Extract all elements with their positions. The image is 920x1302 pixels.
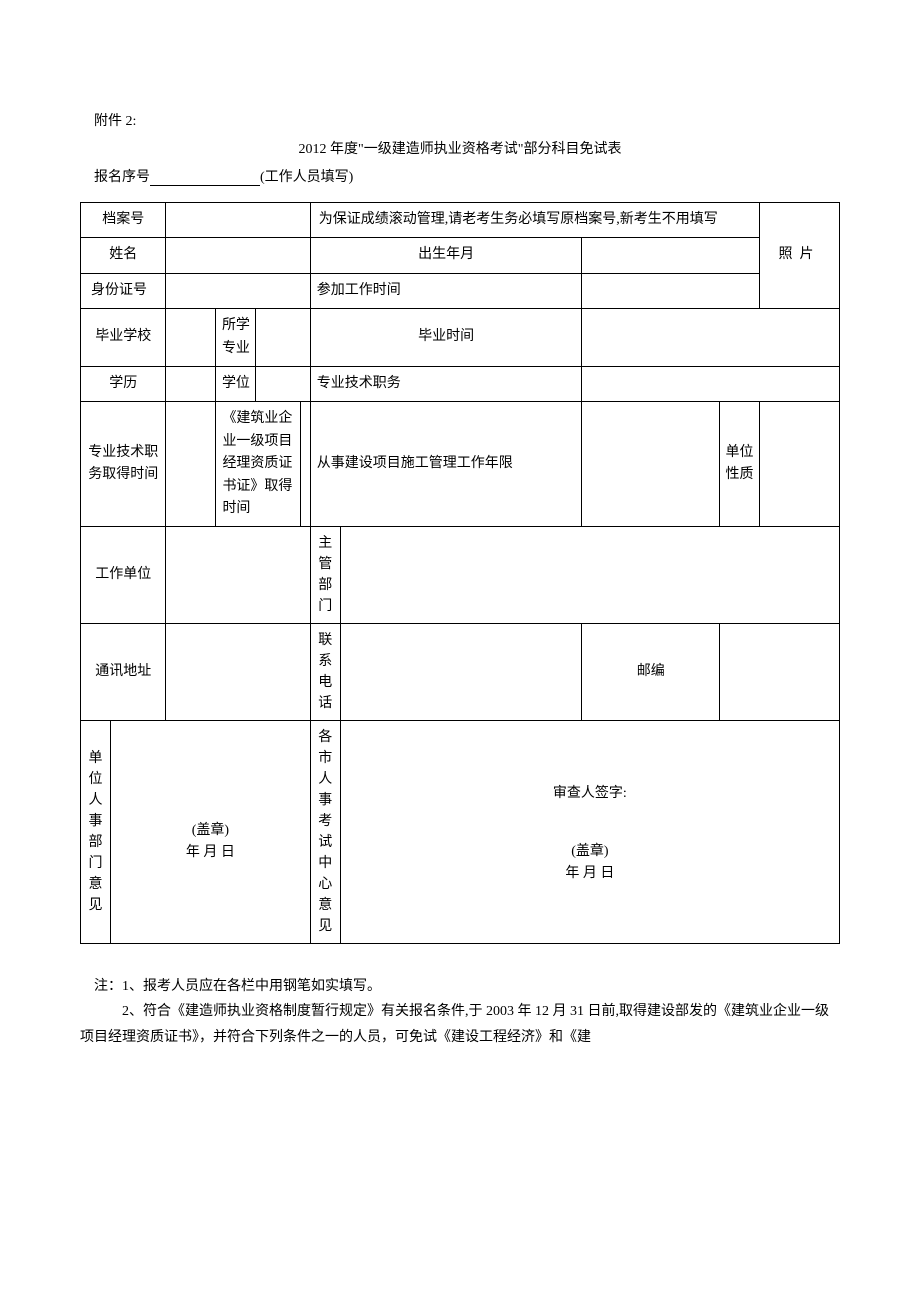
hr-opinion-field: (盖章) 年 月 日 — [111, 721, 311, 944]
cert-time-label: 《建筑业企业一级项目经理资质证书证》取得时间 — [216, 402, 300, 527]
exemption-form-table: 档案号 为保证成绩滚动管理,请老考生务必填写原档案号,新考生不用填写 照片 姓名… — [80, 202, 840, 944]
table-row: 学历 学位 专业技术职务 — [81, 366, 840, 401]
unit-nature-field — [760, 402, 840, 527]
major-field — [256, 309, 310, 367]
reg-number-blank — [150, 185, 260, 186]
postcode-field — [720, 624, 840, 721]
date-text-2: 年 月 日 — [345, 863, 835, 885]
table-row: 工作单位 主管部门 — [81, 527, 840, 624]
table-row: 姓名 出生年月 — [81, 238, 840, 273]
notes-prefix: 注： — [94, 979, 122, 994]
notes-item-1: 1、报考人员应在各栏中用钢笔如实填写。 — [122, 979, 381, 994]
attachment-label: 附件 2: — [80, 110, 840, 130]
phone-label: 联系电话 — [310, 624, 340, 721]
supervisor-label: 主管部门 — [310, 527, 340, 624]
grad-time-field — [582, 309, 840, 367]
table-row: 单位人事部门意见 (盖章) 年 月 日 各市人事考试中心意见 审查人签字: (盖… — [81, 721, 840, 944]
prof-title-field — [582, 366, 840, 401]
id-label: 身份证号 — [81, 273, 166, 308]
reg-number-line: 报名序号 (工作人员填写) — [80, 166, 840, 186]
exam-center-field: 审查人签字: (盖章) 年 月 日 — [340, 721, 839, 944]
supervisor-field — [340, 527, 839, 624]
id-field — [166, 273, 310, 308]
date-text-1: 年 月 日 — [115, 842, 306, 864]
reg-number-suffix: (工作人员填写) — [260, 170, 353, 185]
education-field — [166, 366, 216, 401]
reviewer-sign-label: 审查人签字: — [345, 779, 835, 805]
postcode-label: 邮编 — [582, 624, 720, 721]
name-label: 姓名 — [81, 238, 166, 273]
photo-label: 照片 — [764, 244, 835, 266]
hr-opinion-label: 单位人事部门意见 — [81, 721, 111, 944]
table-row: 专业技术职务取得时间 《建筑业企业一级项目经理资质证书证》取得时间 从事建设项目… — [81, 402, 840, 527]
education-label: 学历 — [81, 366, 166, 401]
construction-years-field — [582, 402, 720, 527]
degree-label: 学位 — [216, 366, 256, 401]
table-row: 身份证号 参加工作时间 — [81, 273, 840, 308]
school-field — [166, 309, 216, 367]
stamp-text-1: (盖章) — [115, 820, 306, 842]
stamp-text-2: (盖章) — [345, 841, 835, 863]
birth-date-field — [582, 238, 760, 273]
construction-years-label: 从事建设项目施工管理工作年限 — [310, 402, 582, 527]
notes-section: 注：1、报考人员应在各栏中用钢笔如实填写。 2、符合《建造师执业资格制度暂行规定… — [80, 974, 840, 1050]
table-row: 通讯地址 联系电话 邮编 — [81, 624, 840, 721]
exam-center-label: 各市人事考试中心意见 — [310, 721, 340, 944]
address-label: 通讯地址 — [81, 624, 166, 721]
work-start-field — [582, 273, 760, 308]
document-title: 2012 年度"一级建造师执业资格考试"部分科目免试表 — [80, 138, 840, 158]
phone-field — [340, 624, 582, 721]
archive-no-label: 档案号 — [81, 203, 166, 238]
work-unit-label: 工作单位 — [81, 527, 166, 624]
cert-time-field — [300, 402, 310, 527]
archive-no-field — [166, 203, 310, 238]
major-label: 所学专业 — [216, 309, 256, 367]
name-field — [166, 238, 310, 273]
unit-nature-label: 单位性质 — [720, 402, 760, 527]
work-unit-field — [166, 527, 310, 624]
prof-time-field — [166, 402, 216, 527]
table-row: 毕业学校 所学专业 毕业时间 — [81, 309, 840, 367]
photo-cell: 照片 — [760, 203, 840, 309]
table-row: 档案号 为保证成绩滚动管理,请老考生务必填写原档案号,新考生不用填写 照片 — [81, 203, 840, 238]
work-start-label: 参加工作时间 — [310, 273, 582, 308]
grad-time-label: 毕业时间 — [310, 309, 582, 367]
notes-item-2: 2、符合《建造师执业资格制度暂行规定》有关报名条件,于 2003 年 12 月 … — [80, 999, 840, 1049]
school-label: 毕业学校 — [81, 309, 166, 367]
birth-date-label: 出生年月 — [310, 238, 582, 273]
prof-time-label: 专业技术职务取得时间 — [81, 402, 166, 527]
degree-field — [256, 366, 310, 401]
address-field — [166, 624, 310, 721]
prof-title-label: 专业技术职务 — [310, 366, 582, 401]
archive-note: 为保证成绩滚动管理,请老考生务必填写原档案号,新考生不用填写 — [310, 203, 759, 238]
reg-number-label: 报名序号 — [94, 170, 150, 185]
